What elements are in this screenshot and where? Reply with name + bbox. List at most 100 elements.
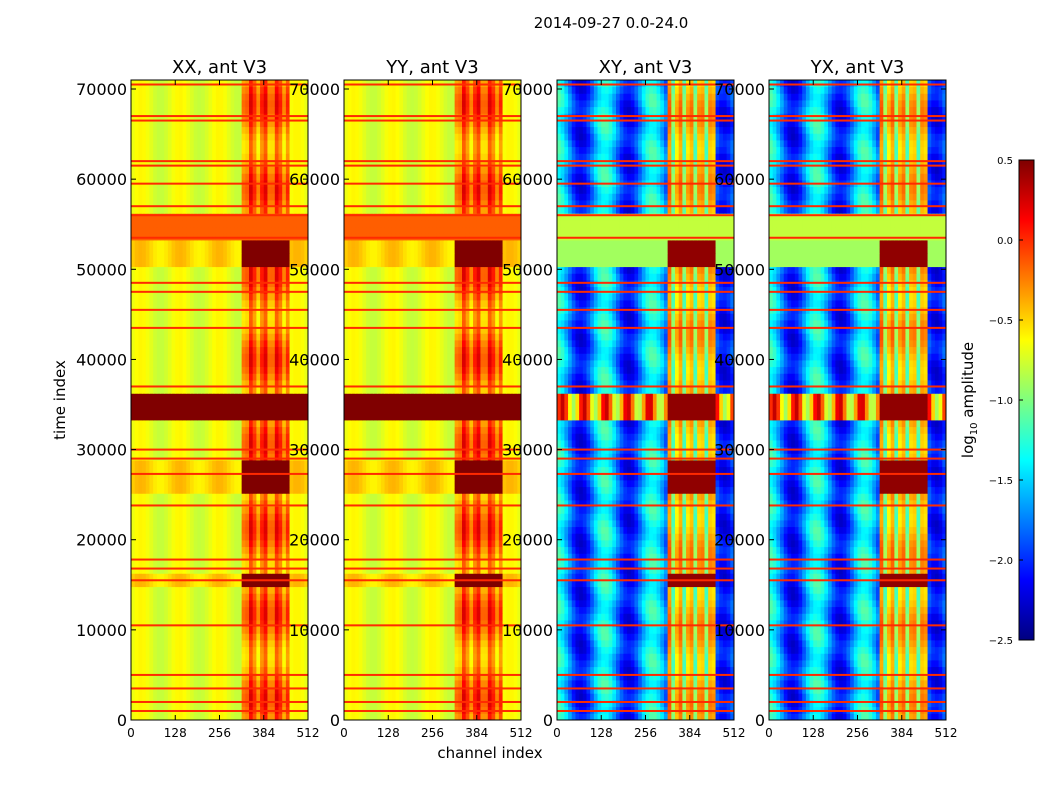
heatmap-cell [201, 526, 206, 534]
heatmap-cell [252, 673, 257, 681]
heatmap-cell [296, 326, 302, 334]
heatmap-cell [274, 146, 279, 154]
heatmap-cell [190, 206, 195, 214]
heatmap-cell [186, 533, 191, 541]
heatmap-cell [267, 526, 272, 534]
x-tick-label: 384 [252, 726, 275, 740]
heatmap-cell [241, 700, 246, 708]
heatmap-cell [230, 613, 235, 621]
heatmap-cell [197, 240, 202, 248]
heatmap-cell [296, 600, 302, 608]
heatmap-cell [138, 700, 143, 708]
heatmap-cell [230, 340, 235, 348]
heatmap-cell [215, 573, 220, 581]
heatmap-cell [186, 106, 191, 114]
heatmap-cell [212, 200, 217, 208]
heatmap-cell [249, 660, 254, 668]
heatmap-cell [145, 93, 150, 101]
heatmap-cell [274, 660, 279, 668]
heatmap-cell [278, 486, 283, 494]
heatmap-cell [149, 253, 154, 261]
heatmap-cell [282, 366, 287, 374]
heatmap-cell [215, 133, 220, 141]
heatmap-cell [212, 133, 217, 141]
heatmap-cell [219, 593, 224, 601]
heatmap-cell [300, 453, 305, 461]
heatmap-cell [249, 86, 254, 94]
heatmap-cell [263, 300, 268, 308]
heatmap-cell [134, 466, 139, 474]
heatmap-cell [138, 400, 143, 408]
heatmap-cell [384, 680, 389, 688]
heatmap-cell [215, 366, 220, 374]
heatmap-cell [267, 640, 272, 648]
heatmap-cell [267, 93, 272, 101]
heatmap-cell [296, 346, 302, 354]
heatmap-cell [260, 660, 265, 668]
heatmap-cell [237, 433, 243, 441]
heatmap-cell [153, 460, 158, 468]
heatmap-cell [164, 440, 169, 448]
heatmap-cell [149, 166, 154, 174]
heatmap-cell [171, 653, 176, 661]
heatmap-cell [263, 293, 268, 301]
heatmap-cell [178, 186, 184, 194]
heatmap-cell [219, 86, 224, 94]
heatmap-cell [373, 693, 378, 701]
heatmap-cell [278, 413, 283, 421]
heatmap-cell [252, 260, 257, 268]
heatmap-cell [230, 220, 235, 228]
heatmap-cell [285, 266, 290, 274]
heatmap-cell [285, 686, 290, 694]
heatmap-cell [215, 646, 220, 654]
heatmap-cell [304, 546, 309, 554]
heatmap-cell [145, 360, 150, 368]
heatmap-cell [245, 286, 250, 294]
heatmap-cell [204, 666, 209, 674]
heatmap-cell [260, 140, 265, 148]
heatmap-cell [226, 613, 231, 621]
heatmap-cell [282, 220, 287, 228]
heatmap-cell [234, 413, 239, 421]
heatmap-cell [245, 140, 250, 148]
heatmap-cell [164, 353, 169, 361]
heatmap-cell [285, 206, 290, 214]
heatmap-cell [208, 473, 213, 481]
heatmap-cell [204, 106, 209, 114]
heatmap-cell [260, 406, 265, 414]
heatmap-cell [153, 366, 158, 374]
y-tick-label: 10000 [76, 621, 127, 640]
heatmap-cell [175, 93, 180, 101]
heatmap-cell [190, 433, 195, 441]
heatmap-cell [278, 100, 283, 108]
heatmap-cell [230, 320, 235, 328]
heatmap-cell [282, 573, 287, 581]
heatmap-cell [226, 146, 231, 154]
heatmap-cell [208, 713, 213, 721]
heatmap-cell [164, 473, 169, 481]
heatmap-cell [293, 560, 298, 568]
heatmap-cell [208, 166, 213, 174]
heatmap-cell [156, 393, 161, 401]
heatmap-cell [237, 166, 243, 174]
heatmap-cell [142, 680, 147, 688]
heatmap-cell [410, 693, 415, 701]
heatmap-cell [208, 486, 213, 494]
heatmap-cell [186, 493, 191, 501]
heatmap-cell [249, 106, 254, 114]
heatmap-cell [293, 593, 298, 601]
heatmap-cell [219, 453, 224, 461]
heatmap-cell [142, 353, 147, 361]
heatmap-cell [212, 553, 217, 561]
heatmap-cell [344, 680, 349, 688]
heatmap-cell [230, 353, 235, 361]
heatmap-cell [153, 413, 158, 421]
heatmap-cell [171, 360, 176, 368]
heatmap-cell [212, 613, 217, 621]
heatmap-cell [138, 426, 143, 434]
heatmap-cell [138, 360, 143, 368]
heatmap-cell [219, 606, 224, 614]
heatmap-cell [164, 580, 169, 588]
heatmap-cell [263, 226, 268, 234]
heatmap-cell [197, 406, 202, 414]
